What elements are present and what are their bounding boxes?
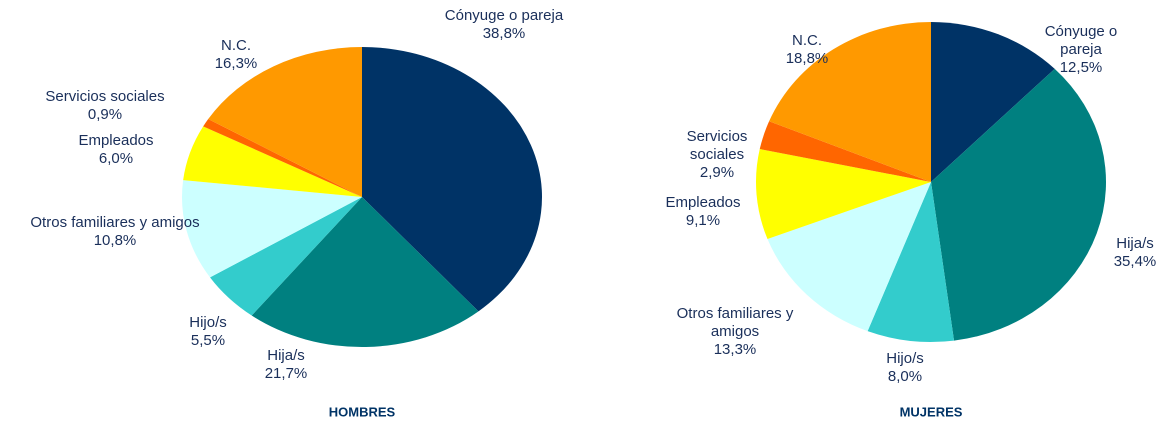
value-label: 2,9% bbox=[699, 164, 735, 181]
value-label: 12,5% bbox=[1059, 59, 1103, 76]
slice-label: Otros familiares y amigos 13,3% bbox=[660, 305, 810, 359]
pie-slice bbox=[251, 197, 479, 348]
category-label: Otros familiares y amigos bbox=[30, 214, 200, 231]
pie-slice bbox=[203, 119, 362, 197]
category-label: Hija/s bbox=[267, 347, 305, 364]
pie-slice bbox=[867, 182, 955, 342]
chart-title: MUJERES bbox=[899, 404, 963, 420]
slice-label: Empleados 9,1% bbox=[643, 194, 763, 230]
pie-slice bbox=[208, 47, 362, 197]
category-label: N.C. bbox=[792, 32, 822, 49]
pie-slice bbox=[759, 121, 931, 182]
pie-slice bbox=[183, 126, 362, 197]
value-label: 5,5% bbox=[190, 332, 226, 349]
category-label: Cónyuge o pareja bbox=[1044, 23, 1118, 58]
slice-label: Cónyuge o pareja 12,5% bbox=[1029, 23, 1134, 77]
value-label: 8,0% bbox=[887, 368, 923, 385]
category-label: Otros familiares y amigos bbox=[676, 305, 794, 340]
category-label: Servicios sociales bbox=[45, 88, 165, 105]
slice-label: Hija/s 21,7% bbox=[186, 347, 386, 383]
category-label: Empleados bbox=[78, 132, 154, 149]
pie-slice bbox=[931, 68, 1106, 341]
value-label: 38,8% bbox=[482, 25, 526, 42]
value-label: 16,3% bbox=[214, 55, 258, 72]
value-label: 0,9% bbox=[87, 106, 123, 123]
pie-slice bbox=[182, 180, 362, 278]
slice-label: Otros familiares y amigos 10,8% bbox=[0, 214, 245, 250]
value-label: 21,7% bbox=[264, 365, 308, 382]
pie-slice bbox=[210, 197, 362, 316]
value-label: 6,0% bbox=[98, 150, 134, 167]
category-label: N.C. bbox=[221, 37, 251, 54]
category-label: Servicios sociales bbox=[686, 128, 748, 163]
slice-label: N.C. 18,8% bbox=[757, 32, 857, 68]
pie-slice bbox=[931, 22, 1055, 182]
category-label: Hijo/s bbox=[189, 314, 227, 331]
pie-slice bbox=[756, 149, 931, 240]
value-label: 9,1% bbox=[685, 212, 721, 229]
slice-label: Empleados 6,0% bbox=[16, 132, 216, 168]
slice-label: Hija/s 35,4% bbox=[1095, 235, 1162, 271]
category-label: Hijo/s bbox=[886, 350, 924, 367]
pie-slice bbox=[767, 182, 931, 332]
chart-title: HOMBRES bbox=[328, 404, 396, 420]
value-label: 10,8% bbox=[93, 232, 137, 249]
category-label: Hija/s bbox=[1116, 235, 1154, 252]
pie-slice bbox=[362, 47, 542, 312]
slice-label: Servicios sociales 2,9% bbox=[675, 128, 760, 182]
pie-slice bbox=[769, 22, 931, 182]
value-label: 18,8% bbox=[785, 50, 829, 67]
slice-label: N.C. 16,3% bbox=[176, 37, 296, 73]
category-label: Empleados bbox=[665, 194, 741, 211]
slice-label: Cónyuge o pareja 38,8% bbox=[354, 7, 654, 43]
slice-label: Hijo/s 8,0% bbox=[855, 350, 955, 386]
slice-label: Servicios sociales 0,9% bbox=[5, 88, 205, 124]
value-label: 35,4% bbox=[1113, 253, 1157, 270]
value-label: 13,3% bbox=[713, 341, 757, 358]
category-label: Cónyuge o pareja bbox=[444, 7, 564, 24]
slice-label: Hijo/s 5,5% bbox=[158, 314, 258, 350]
